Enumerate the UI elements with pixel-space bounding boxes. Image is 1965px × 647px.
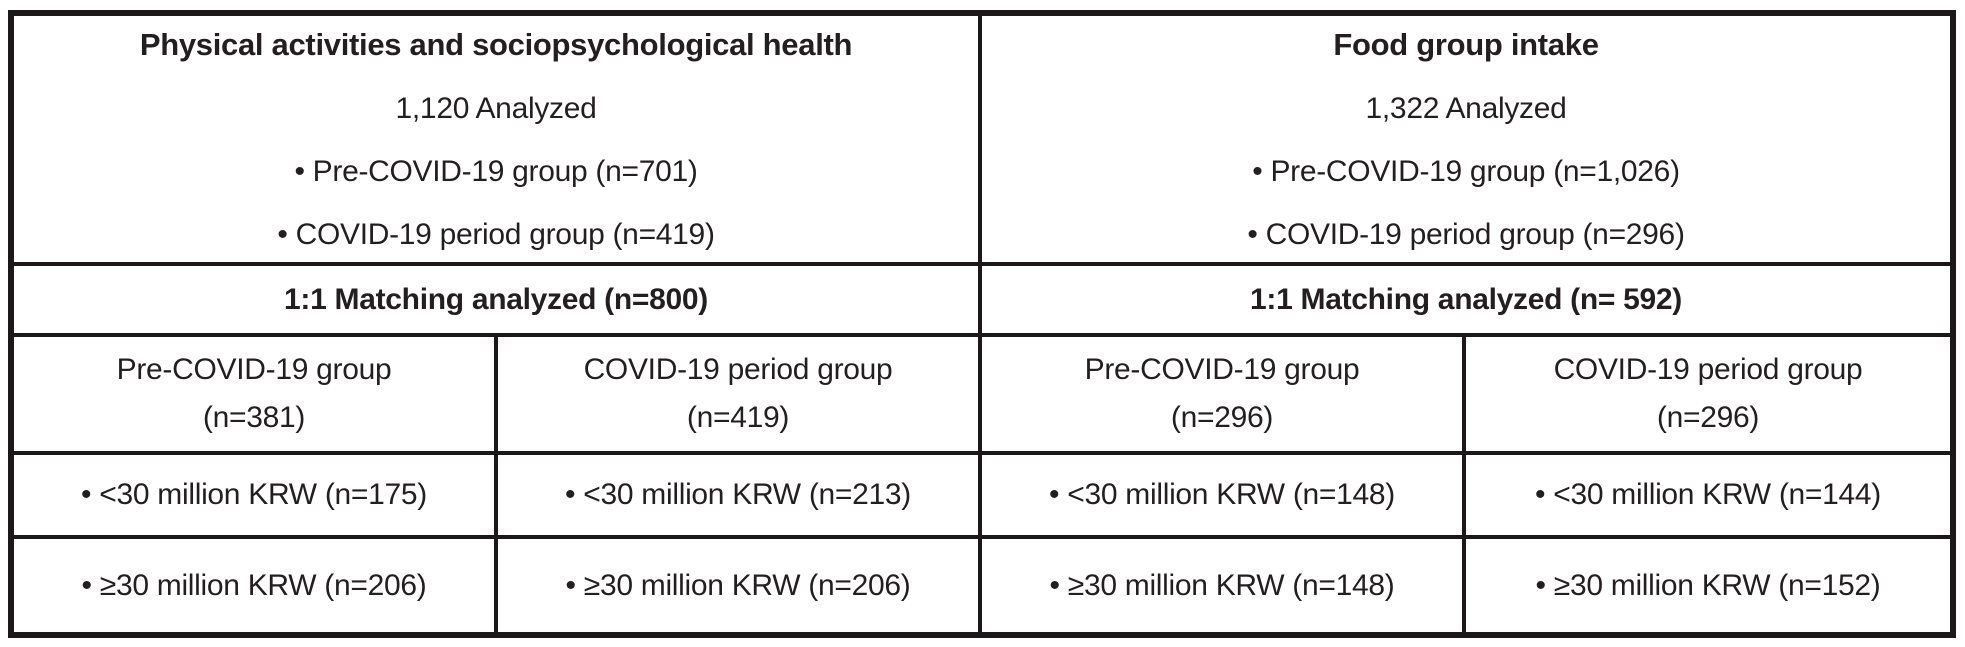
income-low-label: • <30 million KRW (n=175) xyxy=(81,478,427,511)
right-branch-covid-period-bullet: • COVID-19 period group (n=296) xyxy=(1247,217,1685,251)
income-high-label: • ≥30 million KRW (n=148) xyxy=(1049,568,1395,602)
income-low-label: • <30 million KRW (n=144) xyxy=(1535,478,1881,511)
income-low-cell-3: • <30 million KRW (n=148) xyxy=(982,455,1466,539)
income-high-label: • ≥30 million KRW (n=206) xyxy=(81,568,427,602)
right-branch-title: Food group intake xyxy=(1333,26,1599,62)
study-flow-table: Physical activities and sociopsychologic… xyxy=(8,10,1956,638)
right-branch-summary-cell: Food group intake 1,322 Analyzed • Pre-C… xyxy=(982,16,1950,266)
income-high-label: • ≥30 million KRW (n=152) xyxy=(1535,568,1881,602)
left-branch-summary-cell: Physical activities and sociopsychologic… xyxy=(14,16,982,266)
group-name: Pre-COVID-19 group xyxy=(1084,353,1360,386)
group-name: COVID-19 period group xyxy=(583,353,893,386)
left-branch-pre-covid-bullet: • Pre-COVID-19 group (n=701) xyxy=(294,154,698,188)
income-high-cell-1: • ≥30 million KRW (n=206) xyxy=(14,539,498,632)
income-low-cell-1: • <30 million KRW (n=175) xyxy=(14,455,498,539)
group-header-covid-period-physical: COVID-19 period group (n=419) xyxy=(498,337,982,455)
income-low-label: • <30 million KRW (n=148) xyxy=(1049,478,1395,511)
right-branch-pre-covid-bullet: • Pre-COVID-19 group (n=1,026) xyxy=(1252,154,1680,188)
group-name: COVID-19 period group xyxy=(1553,353,1863,386)
group-n: (n=296) xyxy=(1656,401,1760,434)
group-n: (n=419) xyxy=(686,401,790,434)
income-low-cell-2: • <30 million KRW (n=213) xyxy=(498,455,982,539)
income-high-cell-3: • ≥30 million KRW (n=148) xyxy=(982,539,1466,632)
group-header-covid-period-food: COVID-19 period group (n=296) xyxy=(1466,337,1950,455)
income-high-cell-2: • ≥30 million KRW (n=206) xyxy=(498,539,982,632)
group-header-pre-covid-physical: Pre-COVID-19 group (n=381) xyxy=(14,337,498,455)
income-low-label: • <30 million KRW (n=213) xyxy=(565,478,911,511)
right-branch-analyzed-count: 1,322 Analyzed xyxy=(1365,91,1567,125)
group-header-pre-covid-food: Pre-COVID-19 group (n=296) xyxy=(982,337,1466,455)
income-low-cell-4: • <30 million KRW (n=144) xyxy=(1466,455,1950,539)
income-high-cell-4: • ≥30 million KRW (n=152) xyxy=(1466,539,1950,632)
group-n: (n=381) xyxy=(202,401,306,434)
left-branch-analyzed-count: 1,120 Analyzed xyxy=(395,91,597,125)
group-name: Pre-COVID-19 group xyxy=(116,353,392,386)
group-n: (n=296) xyxy=(1170,401,1274,434)
income-high-label: • ≥30 million KRW (n=206) xyxy=(565,568,911,602)
right-matching-label: 1:1 Matching analyzed (n= 592) xyxy=(1250,282,1682,316)
right-matching-cell: 1:1 Matching analyzed (n= 592) xyxy=(982,266,1950,337)
left-matching-cell: 1:1 Matching analyzed (n=800) xyxy=(14,266,982,337)
left-matching-label: 1:1 Matching analyzed (n=800) xyxy=(284,282,708,316)
left-branch-title: Physical activities and sociopsychologic… xyxy=(139,26,853,62)
left-branch-covid-period-bullet: • COVID-19 period group (n=419) xyxy=(277,217,715,251)
